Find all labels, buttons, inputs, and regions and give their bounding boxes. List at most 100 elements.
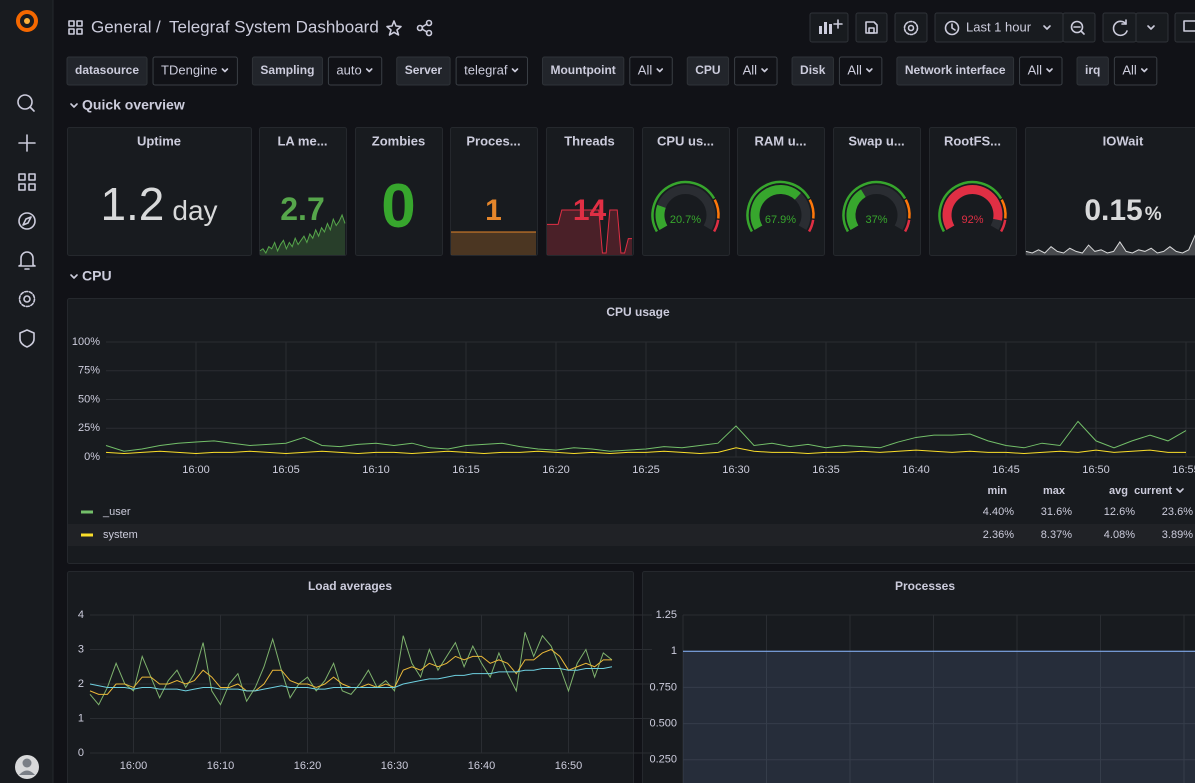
- y-tick-label: 25%: [78, 422, 100, 434]
- legend-swatch: [81, 511, 93, 514]
- variable-label: Network interface: [905, 63, 1006, 77]
- sparkline-area: [451, 232, 536, 255]
- stat-value: 0: [381, 172, 415, 241]
- variable-value[interactable]: All: [847, 62, 862, 77]
- legend-series-name[interactable]: _user: [102, 506, 131, 518]
- stat-value: 14: [573, 194, 607, 227]
- x-tick-label: 16:15: [452, 464, 480, 476]
- y-tick-label: 0.750: [649, 681, 677, 693]
- stat-number: 2.7: [280, 191, 324, 227]
- legend-series-name[interactable]: system: [103, 529, 138, 541]
- panel-title[interactable]: Uptime: [137, 133, 181, 148]
- panel-title[interactable]: Swap u...: [848, 133, 904, 148]
- variable-value[interactable]: All: [638, 62, 653, 77]
- variable-label: Server: [405, 63, 443, 77]
- stat-number: 1.2: [100, 178, 164, 230]
- variable-label: datasource: [75, 63, 139, 77]
- legend-value: 23.6%: [1162, 506, 1193, 518]
- legend-value: 4.08%: [1104, 529, 1135, 541]
- y-tick-label: 75%: [78, 365, 100, 377]
- variable-label: irq: [1085, 63, 1100, 77]
- refresh-interval-button[interactable]: [1136, 13, 1168, 42]
- panel-title[interactable]: RootFS...: [944, 133, 1001, 148]
- y-tick-label: 0%: [84, 451, 100, 463]
- star-icon[interactable]: [387, 21, 401, 35]
- load-averages-panel: [68, 572, 634, 783]
- y-tick-label: 2: [78, 678, 84, 690]
- panel-title[interactable]: Processes: [895, 579, 955, 593]
- y-tick-label: 1: [671, 645, 677, 657]
- settings-button[interactable]: [895, 13, 927, 42]
- share-icon[interactable]: [418, 21, 432, 36]
- panel-title[interactable]: RAM u...: [755, 133, 807, 148]
- dashboard-title[interactable]: Telegraf System Dashboard: [169, 17, 379, 36]
- row-title[interactable]: CPU: [82, 268, 112, 284]
- panel-title[interactable]: CPU us...: [657, 133, 714, 148]
- variable-label: Disk: [800, 63, 826, 77]
- add-panel-button[interactable]: [810, 13, 848, 42]
- row-title[interactable]: Quick overview: [82, 97, 185, 113]
- stat-number: 14: [573, 194, 607, 227]
- variable-label: Sampling: [260, 63, 314, 77]
- legend-column-header[interactable]: avg: [1109, 485, 1128, 497]
- refresh-button[interactable]: [1103, 13, 1136, 42]
- variable-label: CPU: [695, 63, 720, 77]
- stat-unit: %: [1145, 204, 1162, 225]
- stat-number: 1: [485, 194, 502, 227]
- y-tick-label: 4: [78, 609, 84, 621]
- panel-title[interactable]: IOWait: [1103, 133, 1144, 148]
- legend-value: 31.6%: [1041, 506, 1072, 518]
- variable-value[interactable]: All: [1028, 62, 1043, 77]
- x-tick-label: 16:10: [207, 760, 235, 772]
- zoom-out-button[interactable]: [1063, 13, 1095, 42]
- sidebar: [0, 0, 53, 783]
- x-tick-label: 16:30: [722, 464, 750, 476]
- series-area: [683, 651, 1195, 783]
- stat-value: 1: [485, 194, 502, 227]
- variable-value[interactable]: All: [743, 62, 758, 77]
- time-range[interactable]: Last 1 hour: [966, 19, 1032, 34]
- dashboard-grid-icon[interactable]: [69, 21, 82, 34]
- x-tick-label: 16:05: [272, 464, 300, 476]
- legend-value: 12.6%: [1104, 506, 1135, 518]
- panel-title[interactable]: CPU usage: [606, 305, 670, 319]
- row-chevron[interactable]: [71, 275, 77, 278]
- user-avatar[interactable]: [15, 755, 39, 779]
- x-tick-label: 16:00: [120, 760, 148, 772]
- variable-label: Mountpoint: [550, 63, 615, 77]
- y-tick-label: 50%: [78, 393, 100, 405]
- panel-title[interactable]: LA me...: [277, 133, 327, 148]
- stat-unit: day: [172, 195, 217, 226]
- x-tick-label: 16:00: [182, 464, 210, 476]
- x-tick-label: 16:10: [362, 464, 390, 476]
- x-tick-label: 16:35: [812, 464, 840, 476]
- gauge-label: 92%: [961, 214, 983, 226]
- gauge-label: 67.9%: [765, 214, 796, 226]
- variable-value[interactable]: auto: [336, 62, 361, 77]
- variable-value[interactable]: All: [1122, 62, 1137, 77]
- x-tick-label: 16:25: [632, 464, 660, 476]
- variable-value[interactable]: telegraf: [464, 62, 508, 77]
- y-tick-label: 1: [78, 712, 84, 724]
- panel-title[interactable]: Zombies: [372, 133, 425, 148]
- panel-title[interactable]: Threads: [564, 133, 615, 148]
- breadcrumb-folder[interactable]: General: [91, 17, 151, 36]
- legend-column-header[interactable]: max: [1043, 485, 1066, 497]
- save-button[interactable]: [856, 13, 887, 42]
- cpu-usage-panel: [68, 299, 1195, 564]
- breadcrumb-separator: /: [156, 17, 161, 36]
- view-mode-button[interactable]: [1175, 13, 1195, 42]
- variable-value[interactable]: TDengine: [161, 62, 217, 77]
- panel-title[interactable]: Load averages: [308, 579, 392, 593]
- stat-number: 0: [381, 172, 415, 241]
- legend-value: 2.36%: [983, 529, 1014, 541]
- legend-value: 4.40%: [983, 506, 1014, 518]
- x-tick-label: 16:40: [902, 464, 930, 476]
- row-chevron[interactable]: [71, 104, 77, 107]
- stat-number: 0.15: [1084, 194, 1142, 227]
- panel-title[interactable]: Proces...: [466, 133, 520, 148]
- legend-column-header[interactable]: current: [1134, 485, 1172, 497]
- y-tick-label: 0.500: [649, 718, 677, 730]
- x-tick-label: 16:55: [1172, 464, 1195, 476]
- legend-column-header[interactable]: min: [987, 485, 1007, 497]
